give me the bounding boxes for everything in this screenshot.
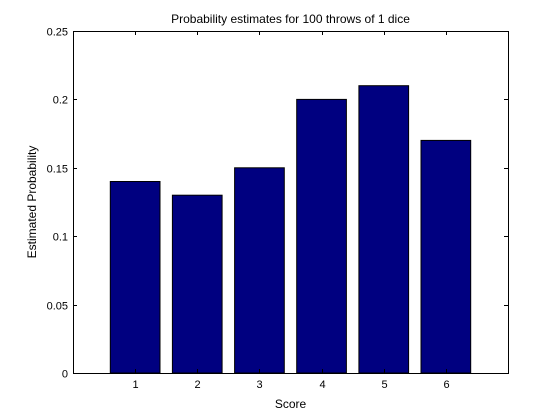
y-tick-label: 0.05 <box>47 301 68 313</box>
x-tick-label: 3 <box>256 379 262 391</box>
x-tick-label: 5 <box>381 379 387 391</box>
x-tick-label: 1 <box>132 379 138 391</box>
y-tick-label: 0.25 <box>47 27 68 39</box>
chart-title: Probability estimates for 100 throws of … <box>171 12 410 26</box>
bar-3 <box>234 167 285 374</box>
bar-4 <box>296 98 347 374</box>
y-tick-label: 0.2 <box>53 95 68 107</box>
y-axis-ticks: 0 0.05 0.1 0.15 0.2 0.25 <box>47 27 508 381</box>
bars-group <box>109 85 472 374</box>
bar-1 <box>109 181 161 374</box>
x-tick-label: 4 <box>319 379 325 391</box>
bar-5 <box>358 85 410 374</box>
x-tick-label: 2 <box>194 379 200 391</box>
x-axis-label: Score <box>275 397 307 411</box>
y-tick-label: 0.1 <box>53 232 68 244</box>
x-tick-label: 6 <box>443 379 449 391</box>
y-tick-label: 0 <box>62 369 68 381</box>
y-tick-label: 0.15 <box>47 164 68 176</box>
y-axis-label: Estimated Probability <box>25 146 39 259</box>
bar-6 <box>420 139 472 374</box>
bar-2 <box>171 194 223 374</box>
x-axis-ticks: 1 2 3 4 5 6 <box>132 31 450 391</box>
